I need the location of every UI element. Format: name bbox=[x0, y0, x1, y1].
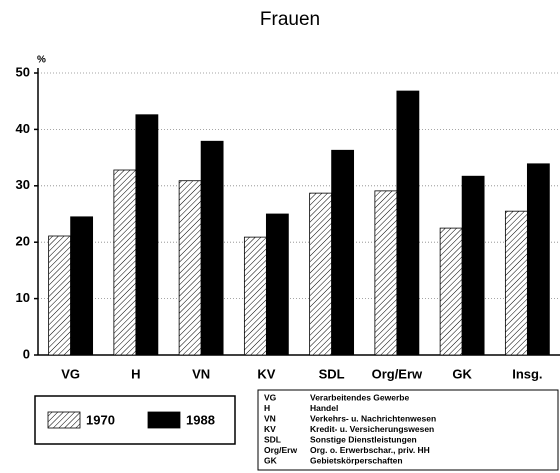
abbreviation-text: Verkehrs- u. Nachrichtenwesen bbox=[310, 413, 436, 423]
bar bbox=[200, 140, 224, 356]
abbreviation: GK bbox=[264, 455, 278, 465]
x-tick-label: SDL bbox=[319, 366, 345, 381]
y-tick-label: 20 bbox=[16, 234, 30, 249]
abbreviation-box bbox=[257, 389, 559, 471]
abbreviation-text: Sonstige Dienstleistungen bbox=[310, 434, 417, 444]
chart-title: Frauen bbox=[260, 9, 320, 30]
y-tick-label: 30 bbox=[16, 177, 30, 192]
abbreviation-text: Kredit- u. Versicherungswesen bbox=[310, 424, 434, 434]
bar bbox=[439, 227, 463, 356]
bar bbox=[504, 210, 528, 356]
bar bbox=[374, 190, 398, 356]
x-tick-label: VN bbox=[192, 366, 210, 381]
y-tick-label: 50 bbox=[16, 64, 30, 79]
abbreviation: Org/Erw bbox=[264, 445, 297, 455]
x-tick-label: KV bbox=[257, 366, 275, 381]
bar bbox=[70, 216, 94, 356]
bar bbox=[113, 169, 137, 356]
x-tick-label: VG bbox=[61, 366, 80, 381]
x-tick-label: Org/Erw bbox=[372, 366, 423, 381]
bar bbox=[265, 213, 289, 356]
abbreviation-text: Gebietskörperschaften bbox=[310, 455, 403, 465]
abbreviation-text: Org. o. Erwerbschar., priv. HH bbox=[310, 445, 430, 455]
y-axis-label: % bbox=[37, 55, 46, 66]
abbreviation-text: Verarbeitendes Gewerbe bbox=[310, 392, 409, 402]
legend-swatch bbox=[47, 411, 81, 429]
bar bbox=[331, 149, 355, 356]
abbreviation: H bbox=[264, 403, 270, 413]
legend-box bbox=[34, 395, 236, 445]
bar bbox=[135, 114, 159, 356]
y-tick-label: 40 bbox=[16, 121, 30, 136]
bar bbox=[178, 180, 202, 356]
abbreviation: SDL bbox=[264, 434, 281, 444]
abbreviation: KV bbox=[264, 424, 276, 434]
x-tick-label: H bbox=[131, 366, 140, 381]
bar bbox=[309, 192, 333, 356]
x-tick-label: GK bbox=[452, 366, 472, 381]
abbreviation: VG bbox=[264, 392, 277, 402]
legend-label: 1988 bbox=[186, 412, 215, 427]
bar bbox=[396, 90, 420, 356]
y-tick-label: 10 bbox=[16, 290, 30, 305]
abbreviation-text: Handel bbox=[310, 403, 338, 413]
bar bbox=[526, 163, 550, 356]
bar bbox=[461, 175, 485, 356]
y-tick-label: 0 bbox=[23, 346, 30, 361]
x-tick-label: Insg. bbox=[512, 366, 542, 381]
legend-label: 1970 bbox=[86, 412, 115, 427]
abbreviation: VN bbox=[264, 413, 276, 423]
bar bbox=[243, 236, 267, 356]
legend-swatch bbox=[147, 411, 181, 429]
bar bbox=[48, 235, 72, 356]
